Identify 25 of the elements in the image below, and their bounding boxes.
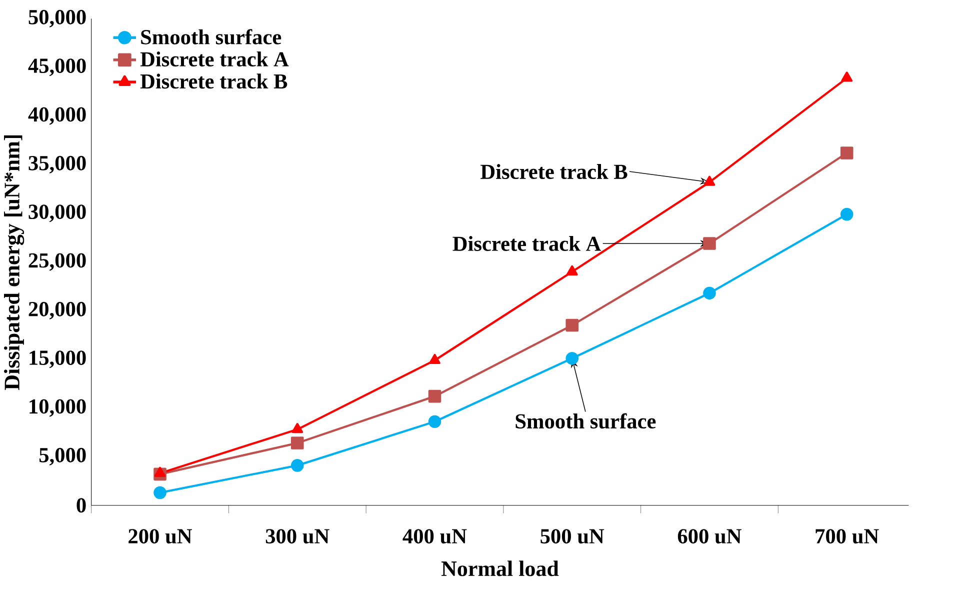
y-tick-label: 40,000 — [28, 107, 86, 125]
x-tick-label: 700 uN — [816, 529, 879, 544]
y-tick-label: 35,000 — [28, 156, 86, 174]
legend-label: Discrete track B — [140, 74, 288, 89]
y-tick-label: 15,000 — [30, 350, 86, 368]
y-tick-label: 10,000 — [30, 399, 86, 417]
x-tick-label: 400 uN — [402, 529, 467, 544]
x-axis-title: Normal load — [441, 560, 559, 576]
x-tick-label: 600 uN — [678, 529, 742, 544]
annotation: Discrete track B — [480, 164, 628, 180]
annotation: Smooth surface — [516, 413, 656, 429]
legend-label: Discrete track A — [140, 51, 289, 66]
x-tick-label: 200 uN — [128, 529, 192, 544]
y-tick-label: 45,000 — [28, 58, 86, 76]
y-tick-label: 0 — [76, 498, 86, 513]
y-tick-label: 50,000 — [28, 10, 86, 28]
annotation: Discrete track A — [452, 236, 602, 252]
x-tick-label: 500 uN — [540, 529, 604, 544]
y-tick-label: 5,000 — [39, 448, 86, 466]
y-tick-label: 25,000 — [28, 253, 86, 271]
legend-label: Smooth surface — [141, 29, 282, 44]
y-tick-label: 20,000 — [28, 302, 86, 320]
y-axis-title: Dissipated energy [uN*nm] — [4, 135, 24, 390]
x-tick-label: 300 uN — [266, 529, 330, 544]
y-tick-label: 30,000 — [28, 204, 86, 222]
